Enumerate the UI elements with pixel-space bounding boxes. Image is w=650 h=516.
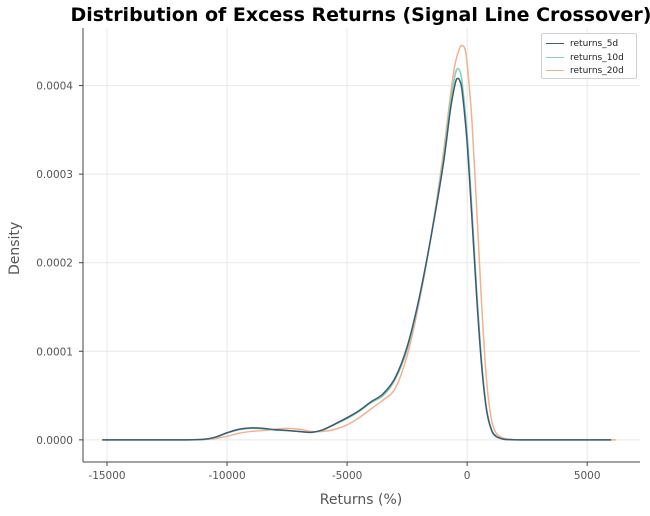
y-tick-label: 0.0000: [36, 435, 73, 447]
chart-title: Distribution of Excess Returns (Signal L…: [70, 4, 650, 26]
legend: returns_5d returns_10d returns_20d: [541, 33, 637, 79]
legend-swatch-returns-10d: [546, 57, 564, 58]
legend-label: returns_5d: [570, 38, 619, 49]
legend-label: returns_10d: [570, 52, 624, 63]
y-tick-label: 0.0003: [36, 169, 73, 181]
legend-item-returns-5d: returns_5d: [546, 37, 618, 50]
y-tick-label: 0.0001: [36, 346, 73, 358]
legend-item-returns-20d: returns_20d: [546, 64, 624, 77]
y-axis-label: Density: [7, 221, 23, 275]
legend-swatch-returns-5d: [546, 43, 564, 44]
x-tick-label: -10000: [208, 470, 245, 482]
x-tick-label: -5000: [332, 470, 363, 482]
series-line-returns-10d: [102, 67, 612, 441]
y-tick-label: 0.0002: [36, 258, 73, 270]
x-tick-label: 0: [464, 470, 471, 482]
legend-item-returns-10d: returns_10d: [546, 51, 624, 64]
legend-label: returns_20d: [570, 65, 624, 76]
legend-swatch-returns-20d: [546, 70, 564, 71]
x-tick-label: 5000: [574, 470, 601, 482]
x-tick-label: -15000: [88, 470, 125, 482]
series-line-returns-5d: [102, 77, 612, 441]
series-line-returns-20d: [102, 44, 616, 441]
y-tick-label: 0.0004: [36, 81, 73, 93]
x-axis-label: Returns (%): [319, 492, 403, 508]
